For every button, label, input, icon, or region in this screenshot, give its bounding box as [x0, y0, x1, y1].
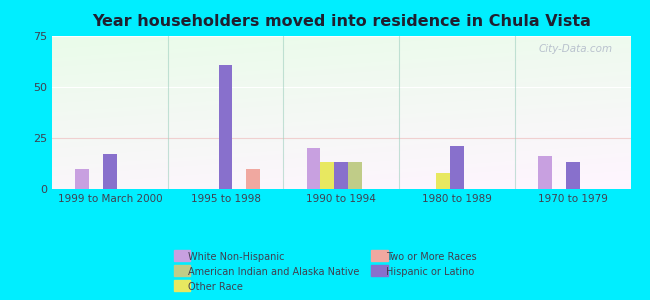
Bar: [320, 163, 334, 189]
Bar: [436, 173, 450, 189]
Bar: [538, 156, 552, 189]
Bar: [75, 169, 89, 189]
Bar: [103, 154, 117, 189]
Bar: [566, 163, 580, 189]
Bar: [307, 148, 320, 189]
Bar: [246, 169, 260, 189]
Bar: [218, 64, 233, 189]
Bar: [450, 146, 464, 189]
Legend: White Non-Hispanic, American Indian and Alaska Native, Other Race, Two or More R: White Non-Hispanic, American Indian and …: [171, 250, 479, 295]
Title: Year householders moved into residence in Chula Vista: Year householders moved into residence i…: [92, 14, 591, 29]
Text: City-Data.com: City-Data.com: [539, 44, 613, 54]
Bar: [334, 163, 348, 189]
Bar: [348, 163, 362, 189]
